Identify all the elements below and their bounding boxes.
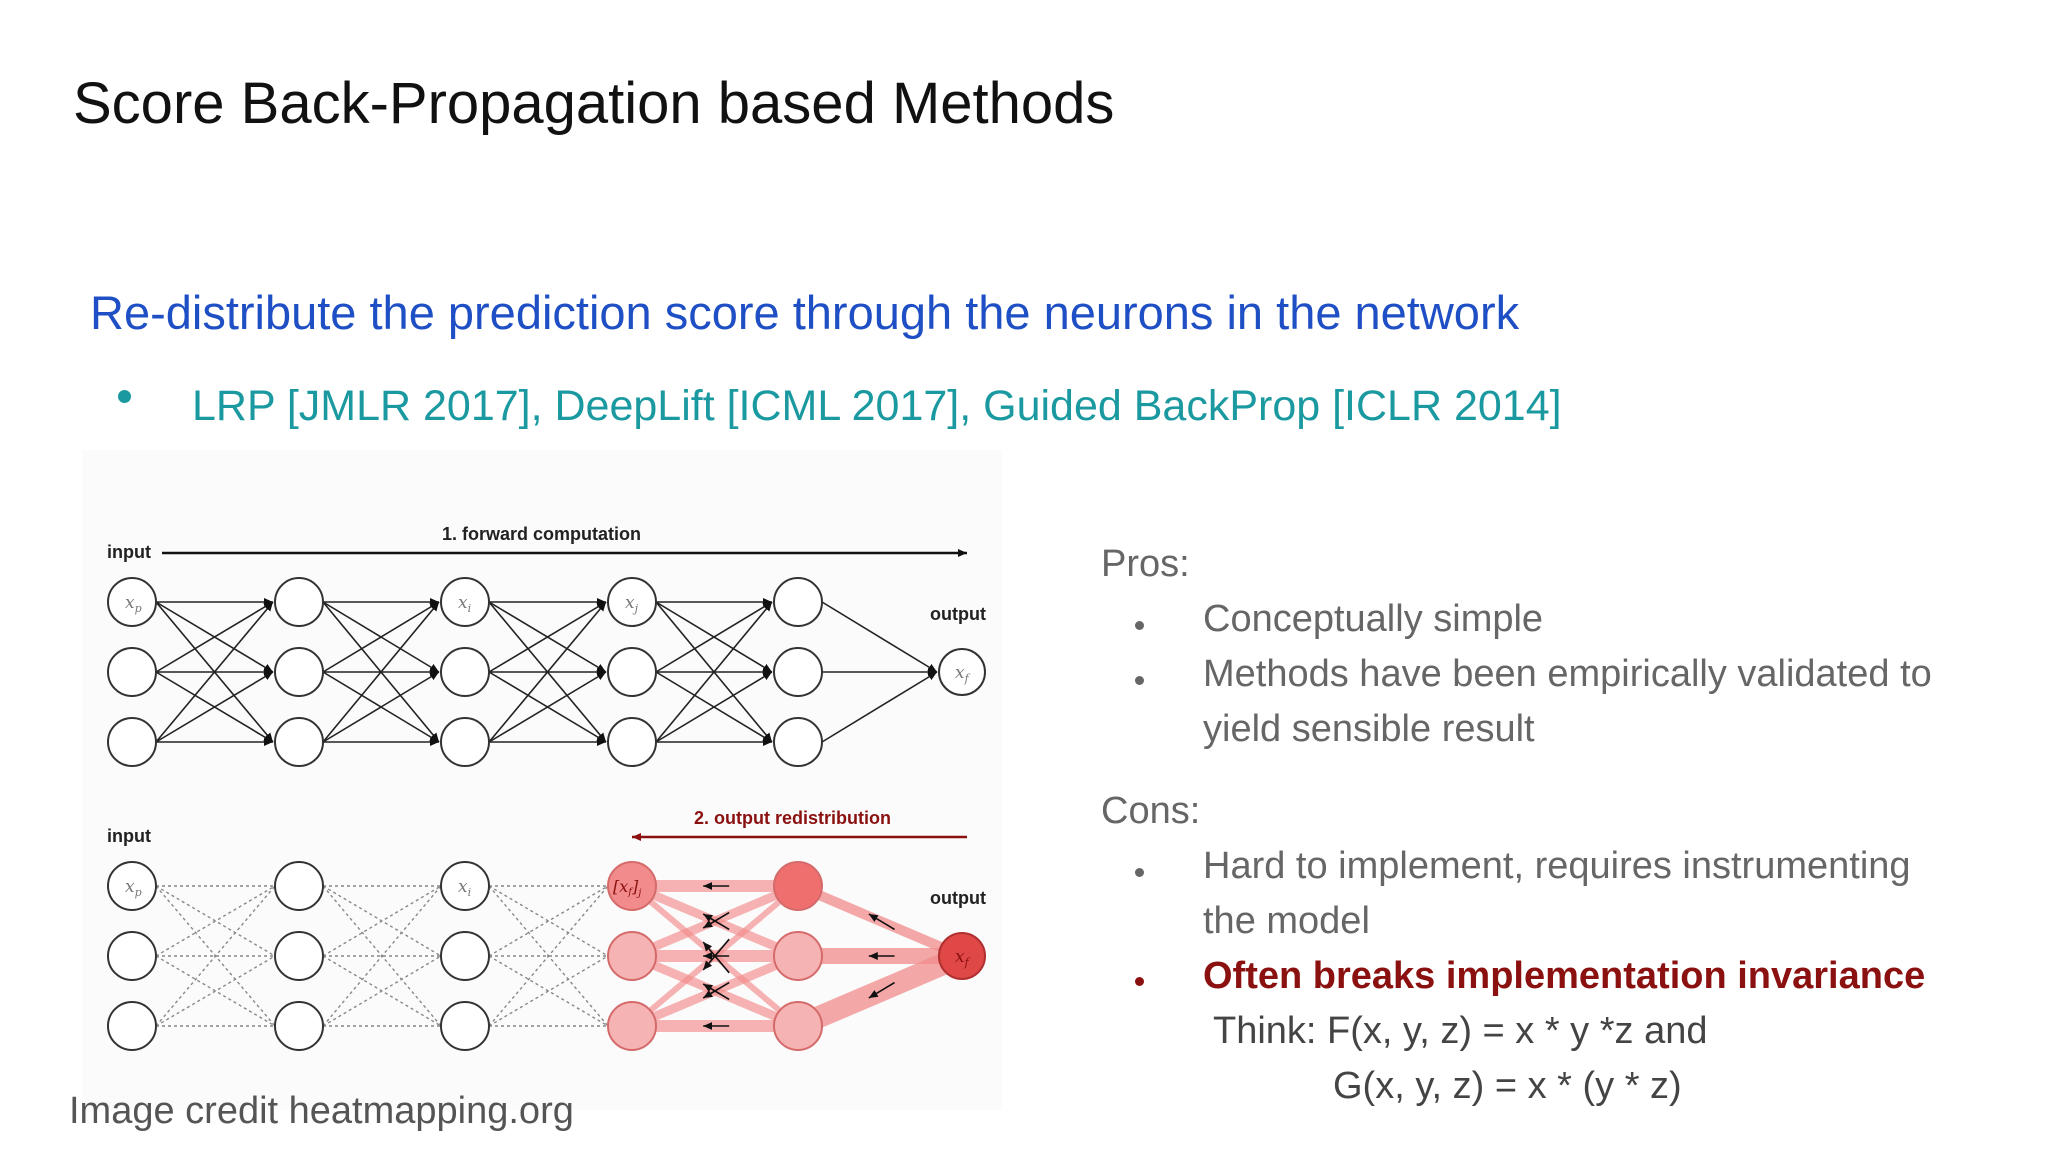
bullet-dot-icon xyxy=(1135,977,1144,986)
cons-item-emphasis: Often breaks implementation invariance xyxy=(1203,955,1926,997)
neuron xyxy=(440,1001,490,1051)
neuron xyxy=(440,647,490,697)
connection xyxy=(821,671,938,743)
back-arrow xyxy=(868,981,895,999)
cons-item: Hard to implement, requires instrumentin… xyxy=(1203,845,1911,887)
backward-output-label: output xyxy=(930,888,986,908)
forward-step-label: 1. forward computation xyxy=(442,524,641,544)
connection xyxy=(322,671,440,743)
connection xyxy=(655,601,773,743)
bullet-dot-icon xyxy=(1135,621,1144,630)
relevance-neuron xyxy=(607,861,657,911)
back-arrow xyxy=(702,941,730,974)
back-arrow xyxy=(702,938,730,971)
connection xyxy=(488,885,609,957)
pros-heading: Pros: xyxy=(1101,543,1190,585)
back-arrow xyxy=(702,911,730,929)
connection xyxy=(655,671,773,743)
connection xyxy=(155,671,274,743)
connection xyxy=(322,885,442,1027)
neuron xyxy=(274,931,324,981)
neuron xyxy=(607,577,657,627)
slide-title: Score Back-Propagation based Methods xyxy=(73,71,1115,136)
connection xyxy=(488,885,609,1027)
connection xyxy=(155,955,276,1027)
cons-heading: Cons: xyxy=(1101,790,1201,832)
example-line: G(x, y, z) = x * (y * z) xyxy=(1333,1065,1682,1107)
neuron xyxy=(773,577,823,627)
relevance-neuron xyxy=(607,1001,657,1051)
output-neuron xyxy=(938,932,986,980)
pros-item: Conceptually simple xyxy=(1203,598,1544,640)
neuron xyxy=(274,861,324,911)
connection xyxy=(488,955,609,1027)
connection xyxy=(322,601,440,673)
connection xyxy=(155,885,276,957)
relevance-neuron xyxy=(607,931,657,981)
connection xyxy=(655,601,773,673)
connection xyxy=(155,601,274,743)
back-arrow xyxy=(702,981,730,999)
pros-item: Methods have been empirically validated … xyxy=(1203,653,1932,695)
bullet-dot-icon xyxy=(1135,868,1144,877)
neuron xyxy=(773,717,823,767)
neuron xyxy=(107,1001,157,1051)
back-arrow xyxy=(702,983,730,1001)
output-neuron xyxy=(938,648,986,696)
connection xyxy=(155,955,276,1027)
connection xyxy=(488,955,609,1027)
cons-item-continuation: the model xyxy=(1203,900,1370,942)
neuron xyxy=(274,647,324,697)
forward-input-label: input xyxy=(107,542,151,562)
connection xyxy=(488,671,607,743)
example-line: Think: F(x, y, z) = x * y *z and xyxy=(1213,1010,1708,1052)
neuron xyxy=(274,577,324,627)
connection xyxy=(322,885,442,957)
neuron xyxy=(607,717,657,767)
bullet-dot-icon xyxy=(118,390,131,403)
neuron xyxy=(440,931,490,981)
back-arrow xyxy=(702,913,730,931)
neuron xyxy=(107,717,157,767)
connection xyxy=(488,601,607,743)
neuron xyxy=(107,577,157,627)
neuron xyxy=(440,861,490,911)
methods-bullet: LRP [JMLR 2017], DeepLift [ICML 2017], G… xyxy=(192,382,1562,430)
connection xyxy=(488,601,607,673)
neuron xyxy=(440,717,490,767)
neuron xyxy=(274,717,324,767)
neuron xyxy=(607,647,657,697)
bullet-dot-icon xyxy=(1135,676,1144,685)
connection xyxy=(155,885,276,1027)
relevance-neuron xyxy=(773,1001,823,1051)
pros-item-continuation: yield sensible result xyxy=(1203,708,1535,750)
connection xyxy=(155,885,276,957)
neuron xyxy=(107,931,157,981)
neuron xyxy=(773,647,823,697)
connection xyxy=(821,601,938,673)
backward-input-label: input xyxy=(107,826,151,846)
forward-output-label: output xyxy=(930,604,986,624)
relevance-neuron xyxy=(773,931,823,981)
node-label: [xf]j xyxy=(613,877,641,899)
neuron xyxy=(107,647,157,697)
image-credit: Image credit heatmapping.org xyxy=(69,1090,574,1132)
neuron xyxy=(274,1001,324,1051)
relevance-neuron xyxy=(773,861,823,911)
neuron xyxy=(107,861,157,911)
back-arrow xyxy=(868,913,895,931)
connection xyxy=(488,885,609,957)
connection xyxy=(322,955,442,1027)
connection xyxy=(322,601,440,743)
neuron xyxy=(440,577,490,627)
backward-step-label: 2. output redistribution xyxy=(694,808,891,828)
slide-subtitle: Re-distribute the prediction score throu… xyxy=(90,286,1520,339)
connection xyxy=(155,601,274,673)
